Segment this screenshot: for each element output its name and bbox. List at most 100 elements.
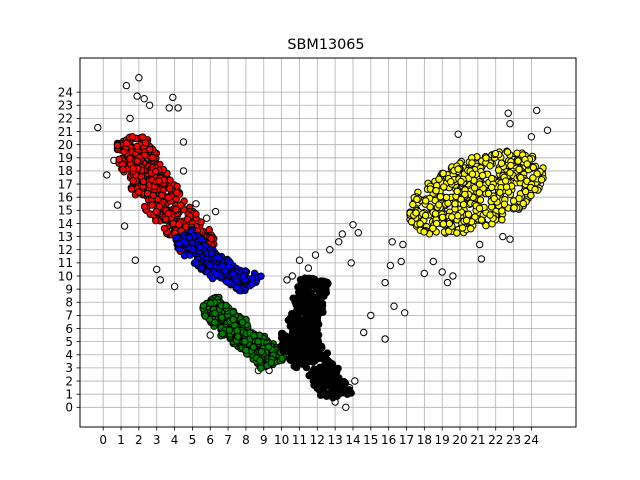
data-point-green [249,343,258,351]
data-point-white [295,256,304,264]
x-tick-label: 23 [506,433,521,447]
data-point-yellow [500,200,509,208]
data-point-black [335,375,343,383]
data-point-green [242,346,250,354]
x-tick-label: 21 [470,433,485,447]
data-point-black [321,380,329,389]
data-point-green [238,318,247,326]
data-point-red [173,182,181,191]
data-point-white [354,229,362,237]
data-point-yellow [439,220,448,228]
data-point-red [158,191,166,199]
data-point-blue [192,258,200,266]
data-point-yellow [431,210,440,218]
data-point-black [311,330,319,338]
data-point-blue [233,283,241,292]
data-point-white [506,235,514,243]
y-tick-label: 19 [58,151,73,165]
data-point-white [543,126,552,134]
data-point-yellow [407,218,416,226]
data-point-yellow [464,210,473,219]
data-point-white [360,328,368,337]
x-tick-label: 20 [452,433,467,447]
data-point-green [229,308,237,316]
data-point-yellow [486,162,494,170]
data-point-yellow [476,196,485,204]
data-point-yellow [507,161,515,170]
data-point-blue [214,254,223,262]
data-point-white [94,123,102,132]
data-point-black [300,348,308,356]
data-point-yellow [457,177,465,186]
data-point-white [131,256,140,264]
data-point-white [390,302,398,310]
data-point-white [179,138,188,146]
data-point-yellow [482,154,490,162]
data-point-yellow [435,175,443,183]
y-tick-label: 15 [58,204,73,218]
data-point-red [172,205,180,214]
x-tick-label: 5 [189,433,197,447]
data-point-black [289,314,297,322]
data-point-red [135,188,143,196]
data-point-red [173,188,181,197]
data-point-white [477,255,486,263]
data-point-black [305,372,313,380]
data-point-yellow [521,187,530,196]
data-point-yellow [436,193,445,201]
data-point-white [169,93,177,102]
data-point-red [162,215,170,223]
data-point-white [438,268,446,276]
data-point-black [290,359,299,368]
data-point-green [229,315,237,324]
y-tick-label: 17 [58,177,73,191]
data-point-yellow [432,187,440,195]
y-tick-label: 4 [65,348,73,362]
data-point-black [327,387,336,396]
data-point-yellow [497,159,506,167]
data-point-white [206,331,214,339]
data-point-white [338,230,346,238]
data-point-white [126,114,134,123]
data-point-black [298,340,306,349]
data-point-black [278,344,286,352]
y-tick-label: 10 [58,269,73,283]
data-point-red [140,202,149,211]
data-point-yellow [488,174,496,183]
y-tick-label: 22 [58,112,73,126]
data-point-yellow [420,228,428,236]
data-point-white [420,269,428,278]
data-point-blue [222,277,231,286]
data-point-white [401,309,409,317]
data-point-black [296,318,304,326]
data-point-yellow [421,211,430,220]
data-point-yellow [409,200,417,209]
y-tick-label: 13 [58,230,73,244]
data-point-green [234,332,242,341]
data-point-yellow [462,216,471,225]
x-tick-label: 3 [153,433,161,447]
data-point-black [345,386,353,394]
data-point-black [306,355,314,363]
data-point-blue [206,261,214,269]
data-point-green [201,312,209,320]
data-point-blue [197,264,206,272]
data-point-black [277,330,286,338]
data-point-yellow [475,204,484,213]
data-point-black [323,356,331,364]
data-point-yellow [514,157,522,165]
data-point-yellow [498,216,506,224]
x-tick-label: 6 [206,433,214,447]
data-point-blue [212,270,221,278]
data-point-yellow [453,187,461,196]
data-point-white [476,240,484,249]
data-point-blue [186,251,194,259]
data-point-black [311,317,319,325]
data-point-red [176,201,185,209]
data-point-red [152,167,160,176]
data-point-yellow [529,174,537,182]
x-tick-label: 4 [171,433,179,447]
data-point-black [304,332,312,340]
data-point-black [322,286,330,295]
data-point-red [129,164,137,173]
